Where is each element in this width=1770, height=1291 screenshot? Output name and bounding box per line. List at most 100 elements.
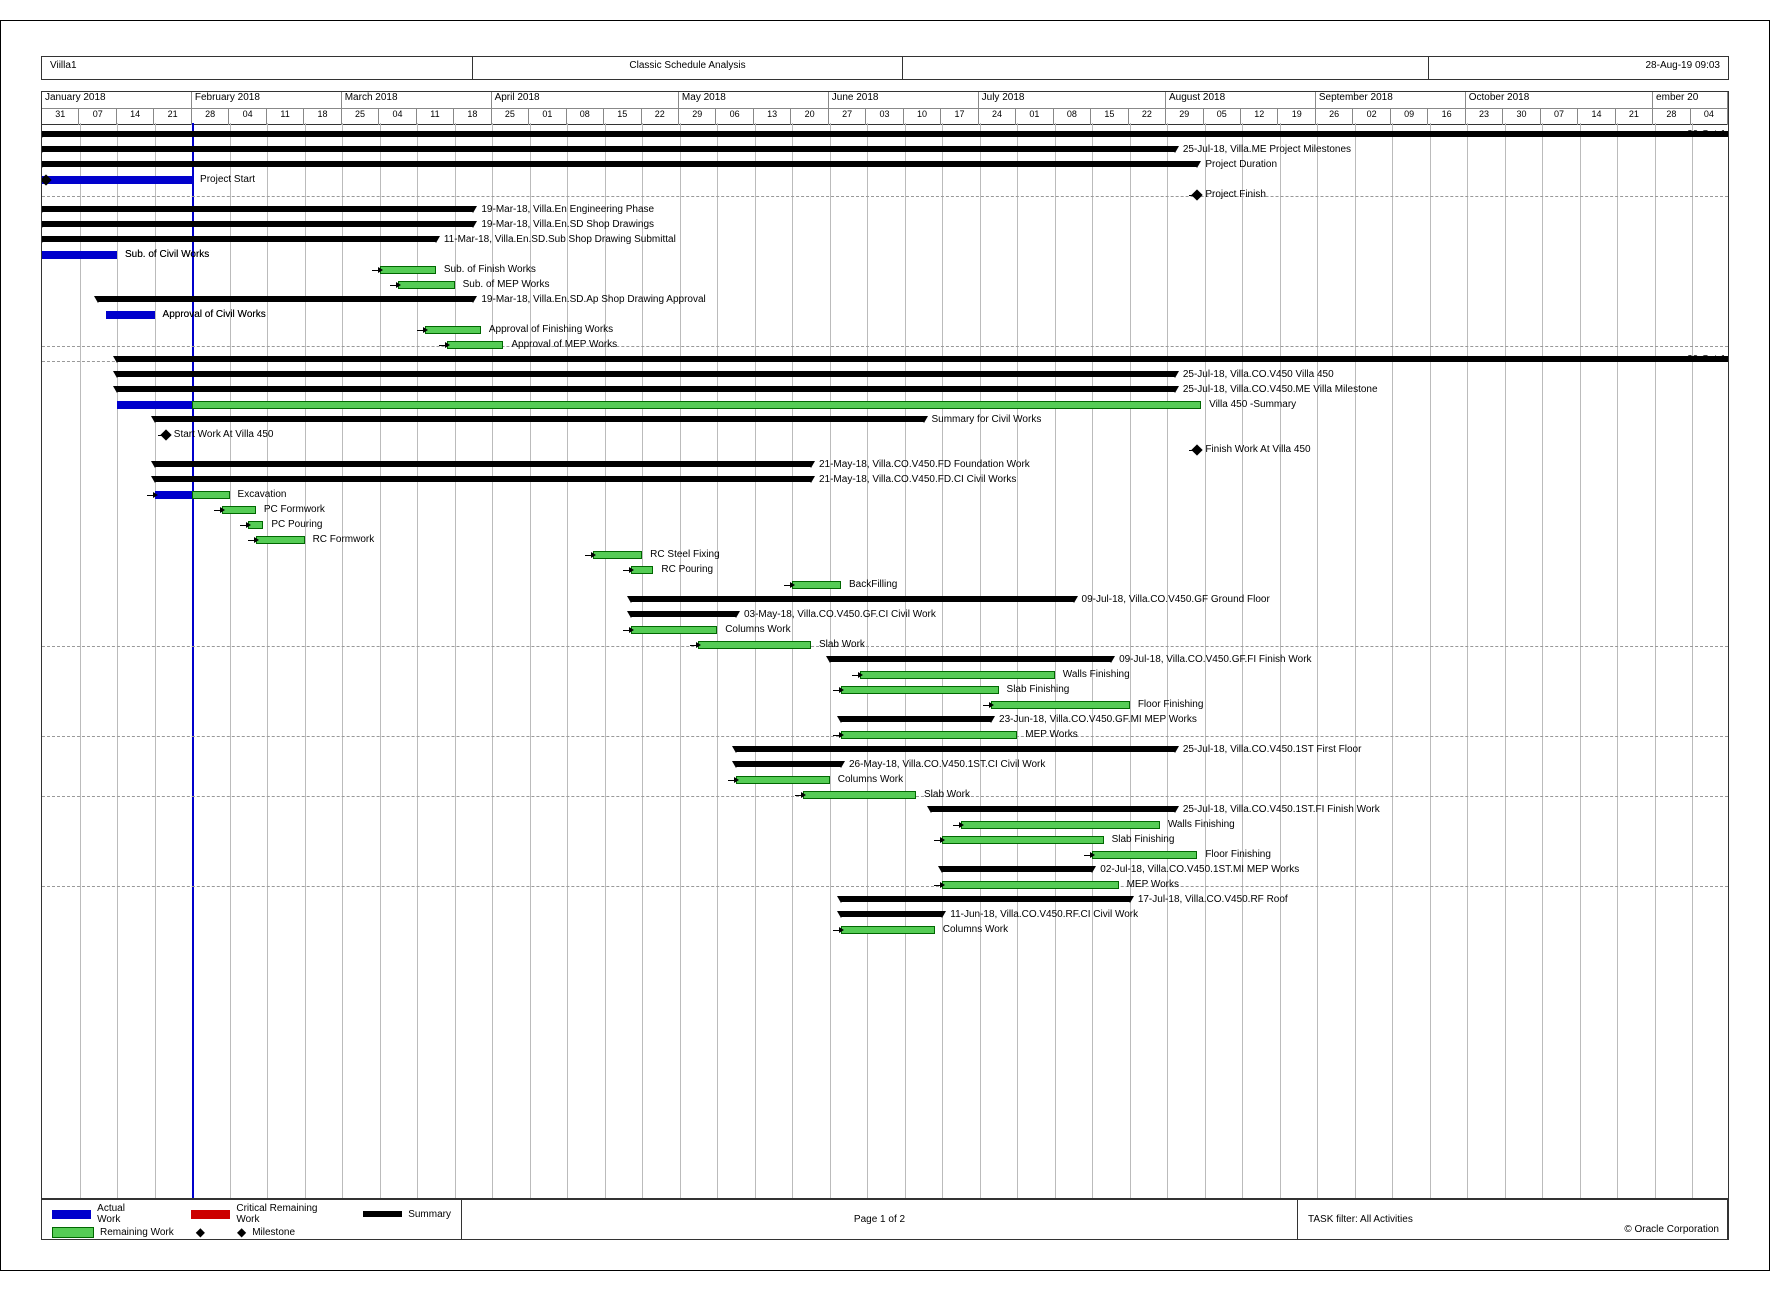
task-label: 19-Mar-18, Villa.En Engineering Phase: [481, 204, 654, 215]
actual-bar: [42, 176, 192, 184]
gantt-row: 26-May-18, Villa.CO.V450.1ST.CI Civil Wo…: [42, 758, 1728, 773]
task-label: 25-Jul-18, Villa.CO.V450.ME Villa Milest…: [1183, 384, 1378, 395]
task-label: PC Formwork: [264, 504, 325, 515]
legend-milestone: Milestone: [252, 1227, 295, 1238]
remaining-bar: [942, 881, 1118, 889]
task-label: 21-May-18, Villa.CO.V450.FD.CI Civil Wor…: [819, 474, 1016, 485]
gantt-row: 03-May-18, Villa.CO.V450.GF.CI Civil Wor…: [42, 608, 1728, 623]
gantt-row: Approval of Finishing Works: [42, 323, 1728, 338]
gantt-row: 23-Jun-18, Villa.CO.V450.GF.MI MEP Works: [42, 713, 1728, 728]
summary-bar: [42, 146, 1175, 152]
gantt-row: Slab Work: [42, 788, 1728, 803]
remaining-bar: [192, 491, 230, 499]
gantt-row: Excavation: [42, 488, 1728, 503]
task-label: 19-Mar-18, Villa.En.SD Shop Drawings: [481, 219, 654, 230]
remaining-bar: [841, 926, 935, 934]
task-label: Slab Work: [819, 639, 865, 650]
summary-bar: [42, 161, 1197, 167]
remaining-bar: [841, 686, 999, 694]
task-label: Sub. of MEP Works: [463, 279, 550, 290]
month-cell: May 2018: [679, 92, 829, 108]
summary-bar: [42, 131, 1729, 137]
actual-bar: [106, 311, 155, 319]
remaining-bar: [792, 581, 841, 589]
task-label: Slab Finishing: [1007, 684, 1070, 695]
month-cell: June 2018: [829, 92, 979, 108]
remaining-bar: [736, 776, 830, 784]
gantt-row: 21-May-18, Villa.CO.V450.FD Foundation W…: [42, 458, 1728, 473]
remaining-bar: [447, 341, 503, 349]
gantt-row: Approval of MEP Works: [42, 338, 1728, 353]
task-label: Approval of Finishing Works: [489, 324, 613, 335]
gantt-row: 25-Jul-18, Villa.CO.V450 Villa 450: [42, 368, 1728, 383]
legend-remaining: Remaining Work: [100, 1227, 174, 1238]
month-cell: March 2018: [342, 92, 492, 108]
task-label: RC Formwork: [313, 534, 375, 545]
remaining-bar: [803, 791, 916, 799]
page-number: Page 1 of 2: [854, 1214, 905, 1225]
timeline-header: January 2018February 2018March 2018April…: [41, 91, 1729, 125]
legend-critical-swatch: [191, 1210, 230, 1219]
gantt-row: 17-Jul-18, Villa.CO.V450.RF Roof: [42, 893, 1728, 908]
summary-bar: [155, 416, 924, 422]
gantt-row: Start Work At Villa 450: [42, 428, 1728, 443]
gantt-row: 25-Jul-18, Villa.CO.V450.ME Villa Milest…: [42, 383, 1728, 398]
task-label: 09-Jul-18, Villa.CO.V450.GF Ground Floor: [1082, 594, 1270, 605]
gantt-row: 19-Mar-18, Villa.En.SD Shop Drawings: [42, 218, 1728, 233]
task-label: 25-Jul-18, Villa.CO.V450 Villa 450: [1183, 369, 1334, 380]
summary-bar: [841, 911, 942, 917]
remaining-bar: [1092, 851, 1197, 859]
task-label: Excavation: [238, 489, 287, 500]
task-label: 11-Mar-18, Villa.En.SD.Sub Shop Drawing …: [444, 234, 676, 245]
gantt-row: Slab Work: [42, 638, 1728, 653]
month-cell: April 2018: [492, 92, 679, 108]
task-label: MEP Works: [1127, 879, 1179, 890]
gantt-row: PC Formwork: [42, 503, 1728, 518]
summary-bar: [736, 746, 1175, 752]
task-label: Columns Work: [838, 774, 903, 785]
remaining-bar: [398, 281, 454, 289]
summary-bar: [98, 296, 473, 302]
task-label: Slab Work: [924, 789, 970, 800]
summary-bar: [736, 761, 841, 767]
legend-remaining-swatch: [52, 1227, 94, 1238]
task-label: Sub. of Finish Works: [444, 264, 536, 275]
legend-summary: Summary: [408, 1209, 451, 1220]
gantt-row: 25-Jul-18, Villa.CO.V450.1ST First Floor: [42, 743, 1728, 758]
task-label: PC Pouring: [271, 519, 322, 530]
gantt-page: Viilla1 Classic Schedule Analysis 28-Aug…: [0, 20, 1770, 1271]
task-label: 25-Jul-18, Villa.CO.V450.1ST.FI Finish W…: [1183, 804, 1380, 815]
task-label: 09-Jul-18, Villa.CO.V450.GF.FI Finish Wo…: [1119, 654, 1311, 665]
actual-bar: [42, 251, 117, 259]
task-label: 21-May-18, Villa.CO.V450.FD Foundation W…: [819, 459, 1030, 470]
gantt-chart: 30-Oct-1 25-Jul-18, Villa.ME Project Mile…: [41, 123, 1729, 1200]
task-label: Floor Finishing: [1138, 699, 1204, 710]
gantt-row: RC Steel Fixing: [42, 548, 1728, 563]
remaining-bar: [631, 626, 717, 634]
month-cell: September 2018: [1316, 92, 1466, 108]
gantt-row: Slab Finishing: [42, 683, 1728, 698]
remaining-bar: [593, 551, 642, 559]
filter-label: TASK filter: All Activities: [1308, 1214, 1717, 1225]
summary-bar: [42, 221, 473, 227]
remaining-bar: [991, 701, 1130, 709]
gantt-row: 19-Mar-18, Villa.En Engineering Phase: [42, 203, 1728, 218]
gantt-row: Columns Work: [42, 923, 1728, 938]
task-label: Finish Work At Villa 450: [1205, 444, 1310, 455]
gantt-row: Columns Work: [42, 623, 1728, 638]
task-label: 03-May-18, Villa.CO.V450.GF.CI Civil Wor…: [744, 609, 936, 620]
gantt-row: 25-Jul-18, Villa.CO.V450.1ST.FI Finish W…: [42, 803, 1728, 818]
task-label: RC Steel Fixing: [650, 549, 719, 560]
summary-bar: [631, 596, 1074, 602]
summary-bar: [155, 461, 811, 467]
task-label: 30-Oct-1: [1687, 354, 1726, 365]
gantt-row: 19-Mar-18, Villa.En.SD.Ap Shop Drawing A…: [42, 293, 1728, 308]
footer-legend: Actual Work Critical Remaining Work Summ…: [41, 1198, 1729, 1240]
gantt-row: Floor Finishing: [42, 698, 1728, 713]
task-label: Villa 450 -Summary: [1209, 399, 1296, 410]
gantt-row: 25-Jul-18, Villa.ME Project Milestones: [42, 143, 1728, 158]
gantt-row: Floor Finishing: [42, 848, 1728, 863]
task-label: 30-Oct-1: [1687, 129, 1726, 140]
remaining-bar: [841, 731, 1017, 739]
remaining-bar: [192, 401, 1201, 409]
